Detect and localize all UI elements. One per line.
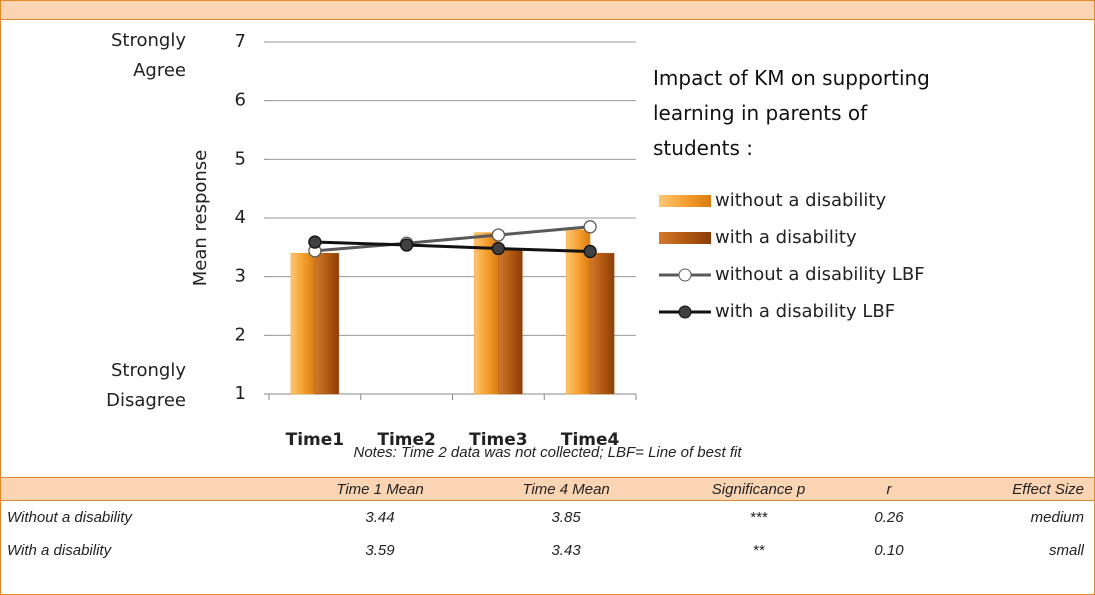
line-marker bbox=[491, 241, 506, 256]
line-marker bbox=[583, 244, 597, 259]
legend-label: with a disability bbox=[715, 227, 857, 248]
bar bbox=[290, 252, 316, 395]
x-tick-label: Time4 bbox=[561, 430, 620, 450]
legend-swatch bbox=[678, 268, 692, 282]
bar bbox=[589, 252, 615, 395]
x-tick-label: Time2 bbox=[377, 430, 436, 450]
y-tick-label: 4 bbox=[235, 207, 246, 228]
line-marker bbox=[583, 220, 597, 234]
y-bottom-label: Strongly Disagree bbox=[106, 360, 186, 411]
table-cell: Without a disability bbox=[7, 509, 132, 526]
bar bbox=[314, 252, 340, 395]
line-marker bbox=[399, 238, 414, 252]
legend-swatch bbox=[678, 305, 692, 319]
bar bbox=[474, 232, 499, 395]
table-cell: small bbox=[1048, 542, 1084, 559]
table-row: Without a disability 3.44 3.85 *** 0.26 mediu… bbox=[1, 501, 1094, 535]
table-cell: 0.10 bbox=[874, 542, 904, 559]
table-cell: 3.43 bbox=[551, 542, 581, 559]
y-tick-label: 2 bbox=[235, 324, 246, 345]
x-tick-label: Time3 bbox=[469, 430, 528, 450]
y-top-label: Strongly Agree bbox=[111, 30, 186, 81]
chart: Mean response 1 2 3 4 5 6 7 Time1 Time2 Time3 Time… bbox=[190, 31, 925, 450]
line-marker bbox=[491, 228, 506, 242]
x-tick-label: Time1 bbox=[286, 430, 345, 450]
table-cell: 3.85 bbox=[551, 509, 581, 526]
table-cell: 3.59 bbox=[365, 542, 395, 559]
line bbox=[314, 225, 591, 253]
line bbox=[314, 240, 591, 253]
table-cell bbox=[1, 477, 287, 501]
bar bbox=[498, 250, 523, 395]
table-cell: Effect Size bbox=[920, 477, 1094, 501]
legend-label: without a disability LBF bbox=[715, 264, 925, 285]
table-cell: Significance p bbox=[659, 477, 858, 501]
bar bbox=[565, 229, 591, 395]
table-cell: With a disability bbox=[7, 542, 112, 559]
y-tick-label: 3 bbox=[235, 266, 246, 287]
table-cell: Time 1 Mean bbox=[287, 477, 474, 501]
y-tick-label: 1 bbox=[235, 383, 246, 404]
table-cell: *** bbox=[749, 509, 768, 526]
legend-label: with a disability LBF bbox=[715, 301, 895, 322]
table-cell: medium bbox=[1030, 509, 1084, 526]
table-row: Time 1 Mean Time 4 Mean Significance p r Eff… bbox=[1, 477, 1094, 501]
legend-swatch bbox=[659, 232, 711, 244]
legend-label: without a disability bbox=[715, 190, 886, 211]
table-cell: Time 4 Mean bbox=[473, 477, 660, 501]
y-tick-label: 7 bbox=[235, 31, 246, 52]
table: Time 1 Mean Time 4 Mean Significance p r Eff… bbox=[1, 477, 1094, 567]
y-tick-label: 5 bbox=[235, 148, 246, 169]
table-cell: 3.44 bbox=[365, 509, 395, 526]
legend-title: Impact of KM on supporting learning in p… bbox=[653, 66, 930, 160]
header-bar bbox=[1, 1, 1094, 20]
y-axis-label: Mean response bbox=[190, 150, 211, 287]
table-row: With a disability 3.59 3.43 ** 0.10 small bbox=[1, 534, 1094, 567]
table-cell: ** bbox=[752, 542, 765, 559]
table-cell: r bbox=[857, 477, 921, 501]
notes: Notes: Time 2 data was not collected; LB… bbox=[353, 444, 742, 461]
y-tick-label: 6 bbox=[235, 90, 246, 111]
table-cell: 0.26 bbox=[874, 509, 904, 526]
line-marker bbox=[308, 235, 322, 249]
legend-swatch bbox=[659, 195, 711, 207]
